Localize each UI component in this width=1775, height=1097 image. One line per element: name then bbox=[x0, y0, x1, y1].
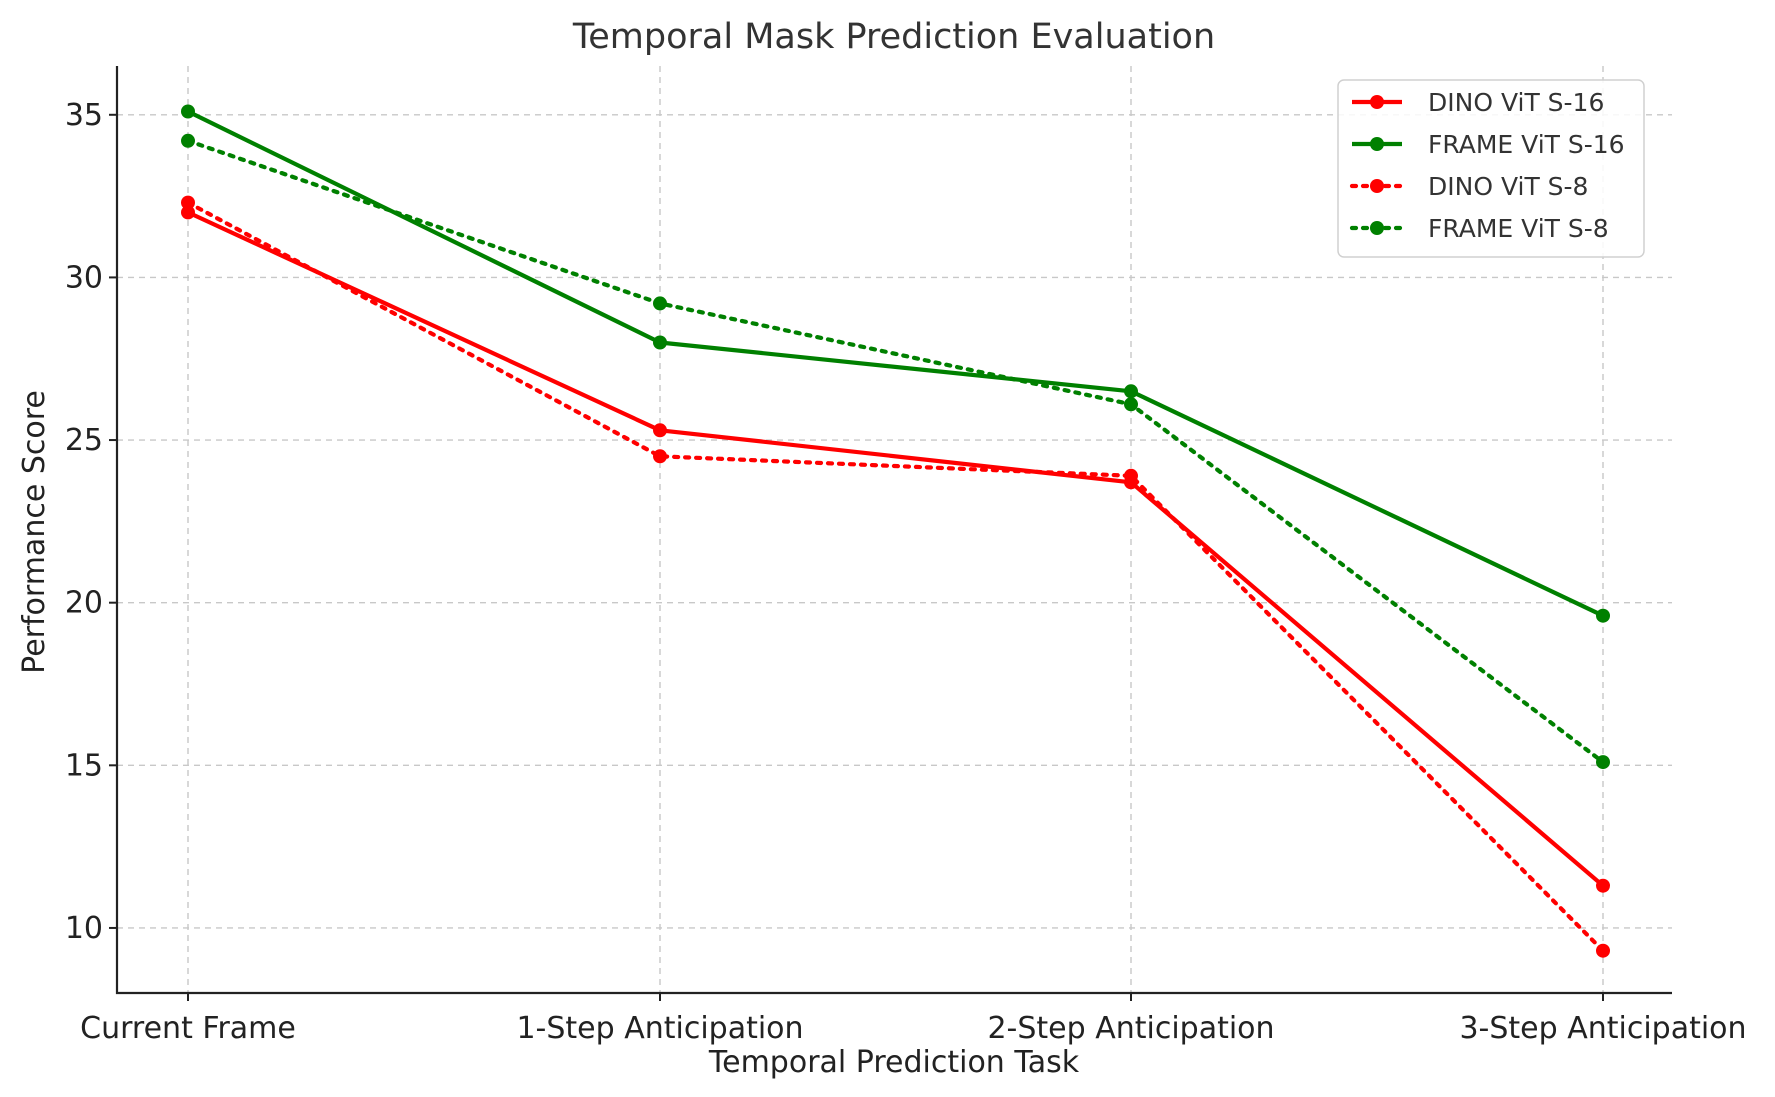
legend-label: DINO ViT S-8 bbox=[1428, 172, 1588, 201]
series-line bbox=[187, 109, 1604, 618]
data-point bbox=[653, 335, 667, 350]
data-point bbox=[1596, 608, 1610, 623]
axes-spines bbox=[115, 66, 1672, 995]
x-tick-label: Current Frame bbox=[80, 1011, 296, 1046]
data-point bbox=[1596, 878, 1610, 893]
legend-swatch-marker bbox=[1370, 179, 1384, 193]
series-line bbox=[187, 210, 1605, 888]
y-tick-label: 30 bbox=[65, 260, 103, 295]
data-point bbox=[1124, 468, 1138, 483]
legend-swatch-marker bbox=[1370, 221, 1384, 235]
y-axis-label: Performance Score bbox=[17, 390, 52, 674]
x-tick-label: 1-Step Anticipation bbox=[516, 1011, 803, 1046]
y-tick-label: 15 bbox=[65, 748, 103, 783]
data-point bbox=[1596, 943, 1610, 958]
y-tick-label: 35 bbox=[65, 98, 103, 133]
data-point bbox=[653, 449, 667, 464]
y-tick-label: 10 bbox=[65, 911, 103, 946]
legend-swatch-marker bbox=[1370, 95, 1384, 109]
data-point bbox=[181, 205, 195, 220]
data-point bbox=[1596, 755, 1610, 770]
series-line bbox=[185, 200, 1606, 953]
chart-title: Temporal Mask Prediction Evaluation bbox=[572, 17, 1215, 57]
x-axis-label: Temporal Prediction Task bbox=[708, 1045, 1080, 1080]
axis-spine bbox=[115, 66, 1672, 995]
y-tick-label: 25 bbox=[65, 423, 103, 458]
legend-label: DINO ViT S-16 bbox=[1428, 88, 1604, 117]
series-lines bbox=[181, 104, 1610, 958]
data-point bbox=[1124, 397, 1138, 412]
x-tick-label: 3-Step Anticipation bbox=[1459, 1011, 1746, 1046]
data-point bbox=[181, 195, 195, 210]
data-point bbox=[181, 133, 195, 148]
axis-ticks: Current Frame 1-Step Anticipation 2-Step A… bbox=[65, 98, 1747, 1046]
series-line bbox=[185, 138, 1606, 765]
data-point bbox=[181, 104, 195, 119]
x-tick-label: 2-Step Anticipation bbox=[987, 1011, 1274, 1046]
legend-swatch-marker bbox=[1370, 137, 1384, 151]
data-point bbox=[653, 296, 667, 311]
legend-label: FRAME ViT S-16 bbox=[1428, 130, 1625, 159]
data-point bbox=[1124, 384, 1138, 399]
legend: DINO ViT S-16 FRAME ViT S-16 DINO ViT S-8 F… bbox=[1337, 79, 1645, 258]
legend-label: FRAME ViT S-8 bbox=[1428, 214, 1609, 243]
data-point bbox=[653, 423, 667, 438]
legend-frame bbox=[1337, 79, 1645, 258]
y-tick-label: 20 bbox=[65, 586, 103, 621]
